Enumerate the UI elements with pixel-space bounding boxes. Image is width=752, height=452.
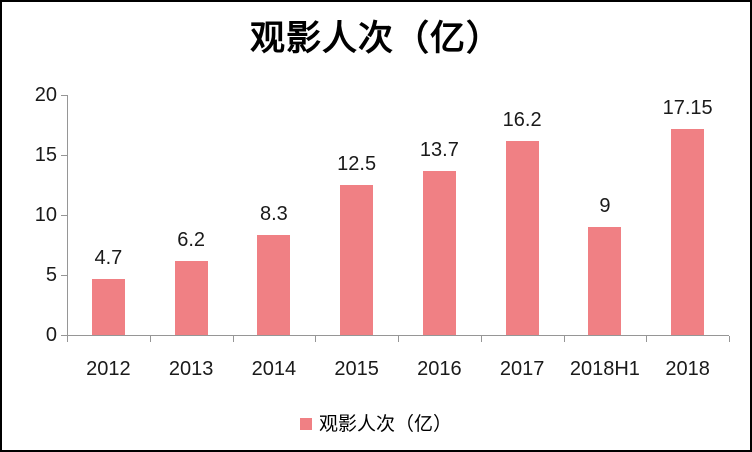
y-axis-tick (61, 215, 67, 216)
bar-2014 (257, 235, 291, 335)
x-axis-tick (646, 336, 648, 342)
y-tick-label: 10 (34, 204, 57, 226)
x-tick-label: 2016 (417, 358, 462, 380)
bar-value-label: 4.7 (94, 246, 123, 269)
bar-2013 (174, 260, 208, 335)
x-tick-label: 2015 (334, 358, 379, 380)
bar-value-label: 8.3 (259, 203, 288, 226)
x-tick-label: 2018 (665, 358, 710, 380)
x-tick-label: 2014 (251, 358, 297, 380)
x-tick-label: 2012 (86, 358, 131, 380)
y-tick-label: 20 (34, 84, 57, 106)
y-axis-tick (61, 155, 67, 156)
x-axis-tick (729, 336, 730, 342)
x-axis-tick (315, 336, 317, 342)
bar-value-label: 13.7 (419, 138, 459, 161)
chart-title: 观影人次（亿） (249, 18, 502, 59)
y-tick-label: 5 (45, 264, 57, 286)
bar-value-label: 9 (599, 195, 611, 217)
bar-value-label: 6.2 (177, 228, 206, 251)
x-axis-line (67, 335, 729, 336)
legend: 观影人次（亿） (2, 411, 750, 437)
x-axis-tick (563, 336, 565, 342)
y-axis-tick (61, 95, 67, 96)
x-tick-label: 2017 (499, 358, 545, 380)
legend-label: 观影人次（亿） (318, 413, 452, 435)
bar-value-label: 16.2 (502, 108, 542, 131)
x-tick-label: 2013 (168, 358, 214, 380)
bar-2015 (340, 185, 374, 335)
bar-2018H1 (588, 227, 622, 335)
x-axis-tick (149, 336, 151, 342)
bar-value-label: 12.5 (337, 153, 377, 175)
x-axis-tick (480, 336, 482, 342)
bar-2016 (422, 170, 456, 335)
x-axis-tick (232, 336, 234, 342)
bar-2017 (505, 140, 539, 335)
x-axis-tick (67, 336, 68, 342)
legend-swatch-icon (299, 418, 312, 430)
x-tick-label: 2018H1 (569, 358, 640, 380)
bar-2012 (91, 278, 125, 335)
y-axis-line (67, 95, 68, 335)
x-axis-tick (398, 336, 399, 342)
bar-2018 (671, 129, 705, 335)
y-tick-label: 15 (34, 144, 57, 166)
y-tick-label: 0 (45, 324, 57, 346)
bar-value-label: 17.15 (662, 97, 713, 120)
y-axis-tick (61, 335, 67, 336)
y-axis-tick (61, 275, 67, 276)
